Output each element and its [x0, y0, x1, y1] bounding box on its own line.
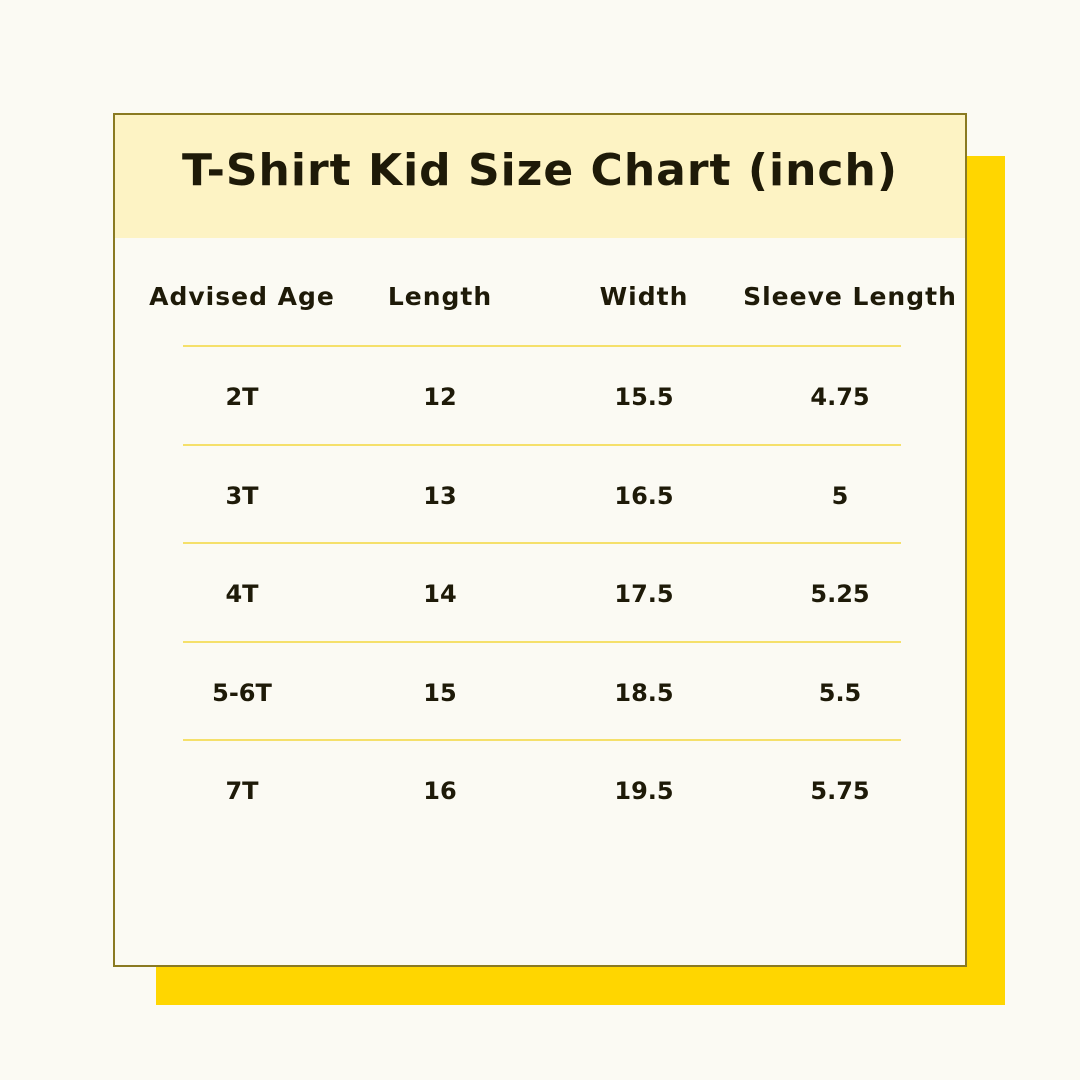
table-cell: 5.25 [810, 580, 870, 608]
row-divider [183, 542, 901, 544]
row-divider [183, 640, 901, 643]
column-header: Length [387, 282, 493, 311]
table-cell: 5 [831, 481, 849, 510]
column-header: Advised Age [149, 282, 335, 311]
title-band [115, 115, 965, 238]
table-cell: 17.5 [614, 580, 674, 608]
table-cell: 13 [423, 481, 457, 510]
table-cell: 18.5 [614, 678, 674, 707]
table-cell: 15 [423, 678, 457, 707]
chart-title: T-Shirt Kid Size Chart (inch) [182, 145, 898, 196]
row-divider [183, 345, 901, 347]
table-cell: 5-6T [212, 678, 272, 707]
table-cell: 7T [225, 777, 259, 805]
table-cell: 15.5 [614, 383, 674, 411]
table-cell: 19.5 [614, 777, 674, 805]
table-cell: 5.75 [810, 777, 870, 805]
table-cell: 5.5 [818, 678, 862, 707]
table-cell: 4T [225, 580, 259, 608]
table-cell: 12 [423, 383, 457, 411]
column-header: Width [599, 282, 689, 311]
size-chart-card: T-Shirt Kid Size Chart (inch) Advised Ag… [113, 113, 967, 967]
row-divider [183, 739, 901, 741]
table-cell: 4.75 [810, 383, 870, 411]
table-cell: 3T [225, 481, 259, 510]
table-cell: 16.5 [614, 481, 674, 510]
column-header: Sleeve Length [743, 282, 957, 311]
table-cell: 14 [423, 580, 457, 608]
table-cell: 16 [423, 777, 457, 805]
table-cell: 2T [225, 383, 259, 411]
row-divider [183, 443, 901, 446]
